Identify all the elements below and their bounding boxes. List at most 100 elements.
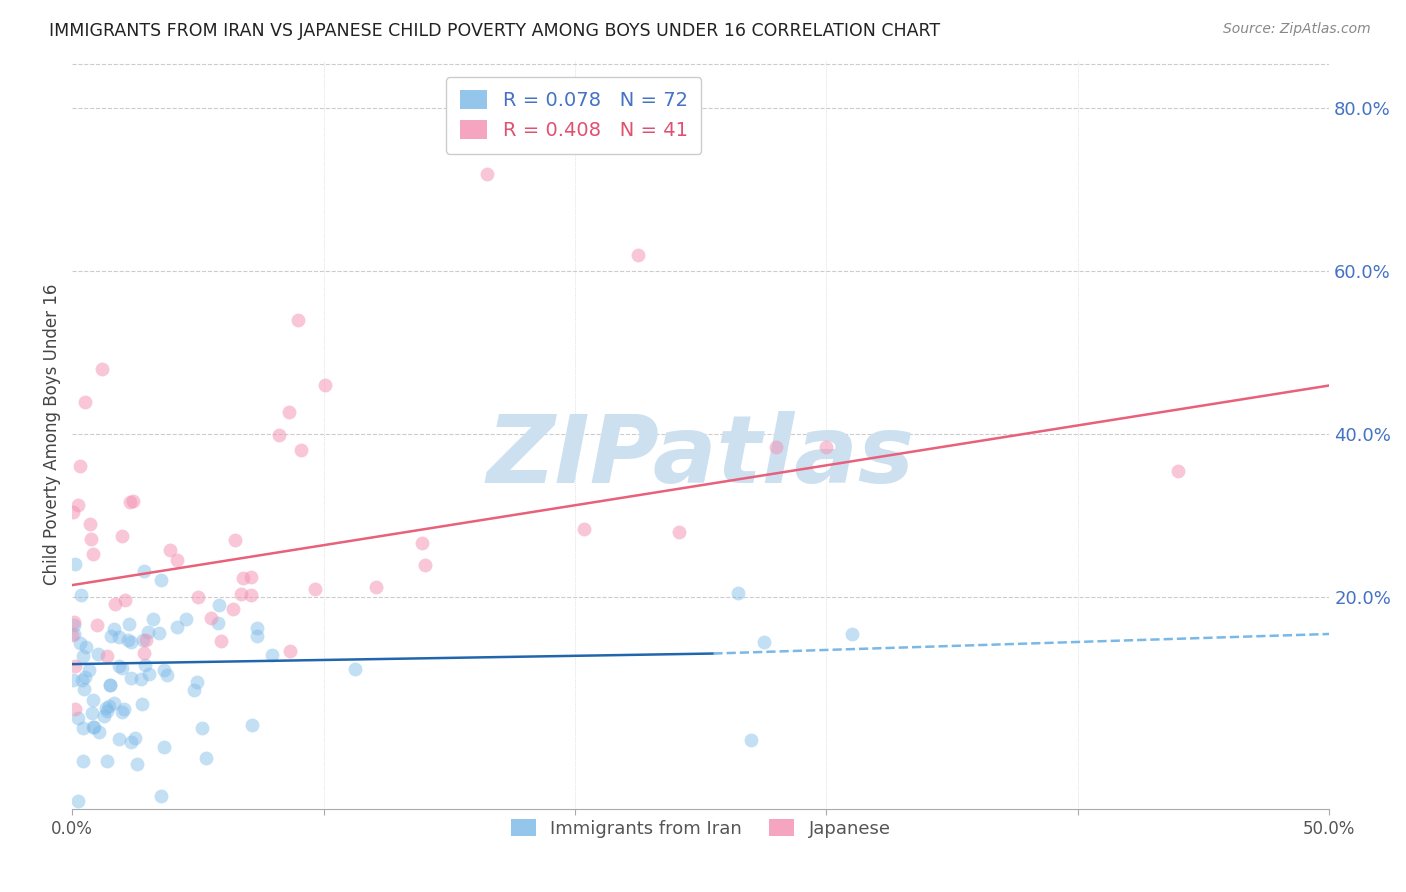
Point xyxy=(79,532,101,546)
Point xyxy=(240,588,263,602)
Point xyxy=(290,443,312,458)
Point xyxy=(62,505,84,519)
Point xyxy=(174,612,197,626)
Point xyxy=(118,617,141,632)
Point xyxy=(69,458,91,473)
Point xyxy=(134,658,156,673)
Point xyxy=(96,648,118,663)
Point xyxy=(224,533,246,548)
Point xyxy=(104,597,127,611)
Point xyxy=(262,648,284,662)
Point xyxy=(80,706,103,720)
Point xyxy=(314,378,336,392)
Y-axis label: Child Poverty Among Boys Under 16: Child Poverty Among Boys Under 16 xyxy=(44,284,60,585)
Point xyxy=(841,627,863,641)
Point xyxy=(120,735,142,749)
Point xyxy=(209,633,232,648)
Point xyxy=(63,615,86,629)
Point xyxy=(727,586,749,600)
Point xyxy=(138,667,160,681)
Point xyxy=(91,362,114,376)
Point xyxy=(98,678,121,692)
Point xyxy=(304,582,326,597)
Point xyxy=(120,671,142,685)
Point xyxy=(111,660,134,674)
Point xyxy=(668,524,690,539)
Point xyxy=(112,701,135,715)
Point xyxy=(73,670,96,684)
Point xyxy=(82,547,104,561)
Point xyxy=(73,681,96,696)
Point xyxy=(1167,464,1189,478)
Point xyxy=(195,751,218,765)
Point xyxy=(240,570,263,584)
Point xyxy=(72,754,94,768)
Point xyxy=(134,564,156,578)
Point xyxy=(153,663,176,677)
Point xyxy=(155,667,177,681)
Point xyxy=(278,644,301,658)
Point xyxy=(96,754,118,768)
Point xyxy=(344,662,367,676)
Point xyxy=(107,659,129,673)
Point xyxy=(159,543,181,558)
Point xyxy=(411,535,433,549)
Point xyxy=(278,405,301,419)
Point xyxy=(183,683,205,698)
Point xyxy=(131,697,153,711)
Text: Source: ZipAtlas.com: Source: ZipAtlas.com xyxy=(1223,22,1371,37)
Point xyxy=(232,570,254,584)
Point xyxy=(72,721,94,735)
Point xyxy=(117,633,139,648)
Point xyxy=(364,580,387,594)
Text: IMMIGRANTS FROM IRAN VS JAPANESE CHILD POVERTY AMONG BOYS UNDER 16 CORRELATION C: IMMIGRANTS FROM IRAN VS JAPANESE CHILD P… xyxy=(49,22,941,40)
Point xyxy=(246,629,269,643)
Point xyxy=(72,673,94,688)
Text: ZIPatlas: ZIPatlas xyxy=(486,411,915,503)
Point xyxy=(79,516,101,531)
Point xyxy=(107,631,129,645)
Point xyxy=(187,590,209,604)
Point xyxy=(150,789,173,803)
Point xyxy=(103,696,125,710)
Point xyxy=(62,618,84,632)
Point xyxy=(108,732,131,747)
Point xyxy=(111,529,134,543)
Point xyxy=(66,711,89,725)
Point xyxy=(229,587,252,601)
Point xyxy=(207,615,229,630)
Point xyxy=(148,626,170,640)
Point xyxy=(132,633,155,648)
Point xyxy=(82,692,104,706)
Point xyxy=(67,498,90,512)
Point xyxy=(200,611,222,625)
Point xyxy=(121,493,143,508)
Point xyxy=(240,717,263,731)
Point xyxy=(72,648,94,663)
Point xyxy=(73,394,96,409)
Point xyxy=(413,558,436,572)
Point xyxy=(287,313,309,327)
Point xyxy=(77,663,100,677)
Point xyxy=(60,628,83,642)
Point xyxy=(67,794,90,808)
Point xyxy=(100,629,122,643)
Point xyxy=(752,635,775,649)
Point xyxy=(120,634,142,648)
Point xyxy=(125,757,148,772)
Point xyxy=(83,720,105,734)
Point xyxy=(138,624,160,639)
Point xyxy=(96,704,118,718)
Point xyxy=(70,588,93,602)
Point xyxy=(765,440,787,454)
Point xyxy=(93,709,115,723)
Point xyxy=(153,739,176,754)
Point xyxy=(63,658,86,673)
Point xyxy=(86,617,108,632)
Point xyxy=(120,495,142,509)
Point xyxy=(87,647,110,661)
Point xyxy=(96,700,118,714)
Point xyxy=(142,612,165,626)
Point xyxy=(135,633,157,648)
Point xyxy=(87,725,110,739)
